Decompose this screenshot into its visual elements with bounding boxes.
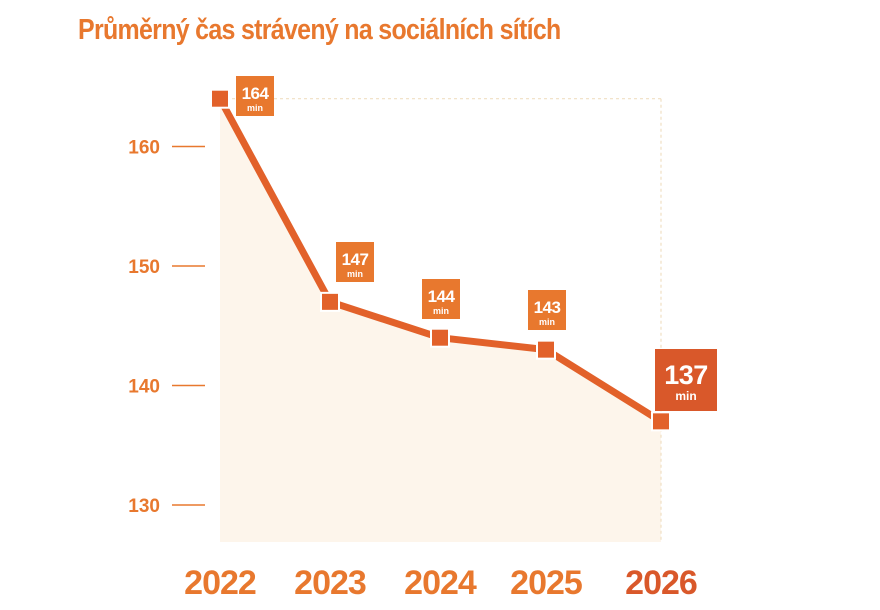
data-label-unit: min xyxy=(539,317,555,327)
plot-area xyxy=(220,98,662,542)
x-axis-labels: 2022 2023 2024 2025 2026 xyxy=(184,564,698,602)
x-tick-label-2026: 2026 xyxy=(625,564,697,602)
x-tick-label-2025: 2025 xyxy=(510,564,582,602)
data-point-2023 xyxy=(320,291,340,312)
data-label-box xyxy=(336,242,374,282)
y-axis-ticks: 160 150 140 130 xyxy=(128,138,205,517)
data-point-2022 xyxy=(210,88,230,109)
data-markers xyxy=(210,88,671,432)
data-label-unit: min xyxy=(347,269,363,279)
data-label-unit: min xyxy=(247,103,263,113)
data-point-2024 xyxy=(430,327,450,348)
data-label-value: 144 xyxy=(428,287,456,306)
data-label-value: 147 xyxy=(342,250,369,269)
y-tick-label: 150 xyxy=(128,257,160,278)
y-tick-label: 140 xyxy=(128,377,160,398)
x-tick-label-2022: 2022 xyxy=(184,564,256,602)
x-tick-label-2023: 2023 xyxy=(294,564,366,602)
data-label-box xyxy=(655,349,717,411)
data-label-value: 137 xyxy=(664,360,708,390)
x-tick-label-2024: 2024 xyxy=(404,564,477,602)
data-label-box xyxy=(422,279,460,319)
data-label-box xyxy=(236,76,274,116)
area-fill xyxy=(220,98,661,542)
data-point-2026 xyxy=(651,411,671,432)
data-label-value: 143 xyxy=(534,298,561,317)
y-tick-label: 130 xyxy=(128,496,160,517)
data-point-2025 xyxy=(536,339,556,360)
data-label-unit: min xyxy=(675,389,696,403)
data-label-box xyxy=(528,290,566,330)
data-label-unit: min xyxy=(433,306,449,316)
data-label-value: 164 xyxy=(242,84,270,103)
y-tick-label: 160 xyxy=(128,138,160,159)
chart-title: Průměrný čas strávený na sociálních sítí… xyxy=(78,14,561,46)
